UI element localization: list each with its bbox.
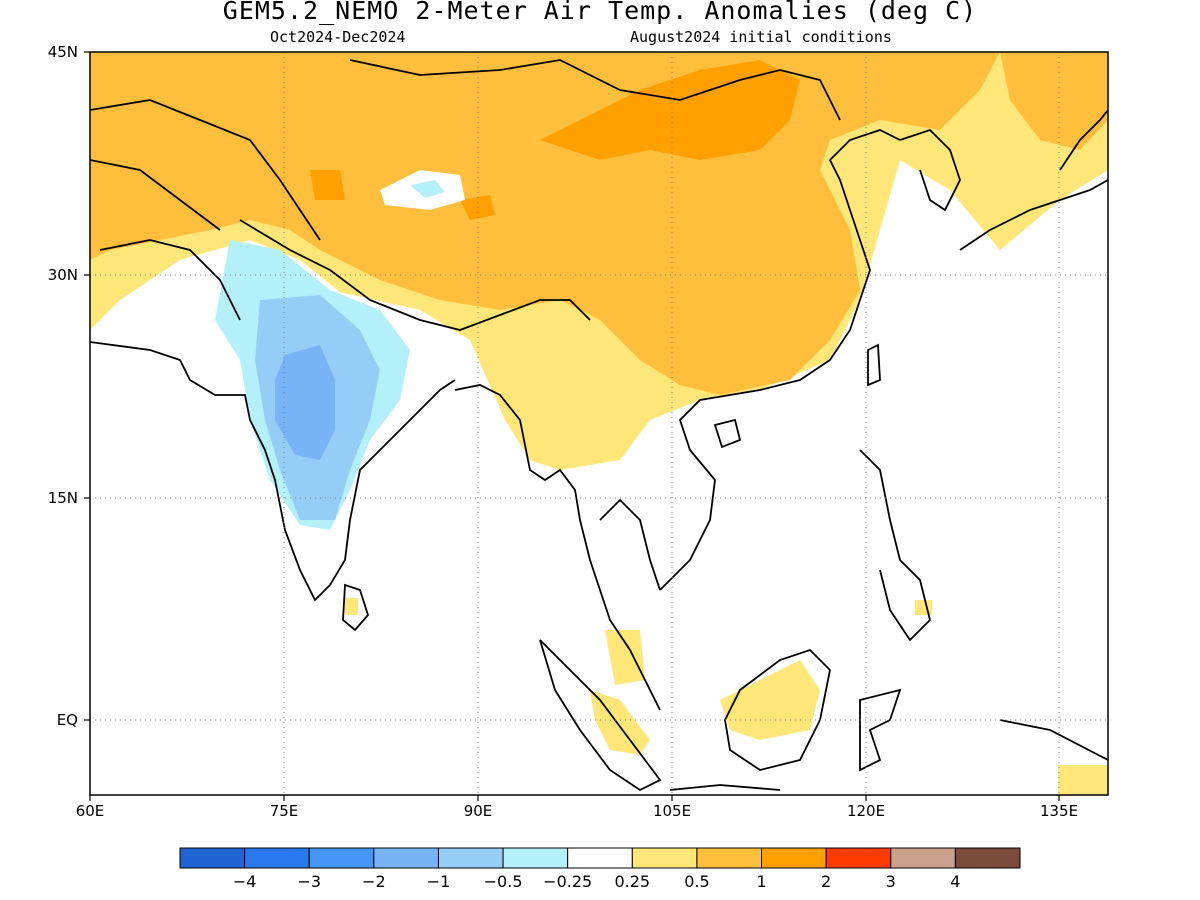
coastline-korea xyxy=(899,128,961,212)
coastline-srilanka xyxy=(342,583,370,632)
colorbar-swatch-11 xyxy=(890,847,956,869)
lon-tick-135e: 135E xyxy=(1039,802,1079,820)
colorbar-label-4: −0.5 xyxy=(484,872,523,891)
coastline-vietnam xyxy=(659,394,731,591)
colorbar-label-9: 2 xyxy=(821,872,831,891)
lat-tick-30n: 30N xyxy=(47,266,78,284)
coastline-borneo xyxy=(724,648,831,771)
plot-title: GEM5.2_NEMO 2-Meter Air Temp. Anomalies … xyxy=(222,0,978,25)
anomaly-region-srilanka xyxy=(345,598,358,615)
colorbar-swatch-12 xyxy=(954,847,1021,869)
lon-tick-105e: 105E xyxy=(652,802,692,820)
lon-tick-120e: 120E xyxy=(846,802,886,820)
colorbar-swatch-1 xyxy=(244,847,310,869)
anomaly-region-orange-japan xyxy=(1000,52,1108,150)
colorbar-swatch-8 xyxy=(696,847,763,869)
colorbar-label-3: −1 xyxy=(427,872,451,891)
subtitle-init: August2024 initial conditions xyxy=(630,28,892,46)
anomaly-region-vietnam xyxy=(615,390,645,425)
colorbar-label-5: −0.25 xyxy=(543,872,592,891)
colorbar-label-2: −2 xyxy=(362,872,386,891)
border-west xyxy=(90,159,221,231)
coastline-japan-north xyxy=(1059,109,1108,171)
colorbar-swatch-0 xyxy=(179,847,246,869)
lat-tick-45n: 45N xyxy=(47,43,78,61)
colorbar-label-1: −3 xyxy=(297,872,321,891)
anomaly-region-orange xyxy=(90,52,1000,395)
coastline-gulf-thailand xyxy=(599,498,661,591)
coastline-sumatra xyxy=(539,639,662,792)
border-himalaya xyxy=(239,219,591,331)
anomaly-region-dark-orange xyxy=(540,60,800,160)
lon-tick-75e: 75E xyxy=(269,802,299,820)
coastline-sulawesi xyxy=(859,688,902,772)
lat-tick-15n: 15N xyxy=(47,489,78,507)
colorbar-label-11: 4 xyxy=(950,872,960,891)
coastline-newguinea xyxy=(999,719,1108,761)
lat-tick-eq: EQ xyxy=(56,711,78,729)
colorbar-swatch-5 xyxy=(502,847,569,869)
subtitle-period: Oct2024-Dec2024 xyxy=(270,28,406,46)
coastline-indochina xyxy=(454,384,661,711)
coastline-india xyxy=(90,341,456,602)
anomaly-region-tibet-cyan xyxy=(410,180,445,198)
tick-marks xyxy=(84,51,1060,801)
coastlines xyxy=(90,59,1108,792)
colorbar-swatch-6 xyxy=(567,847,633,869)
anomaly-region-india-darkblue xyxy=(275,345,335,460)
coastline-china xyxy=(729,129,901,396)
anomaly-region-dark-orange-3 xyxy=(310,170,345,200)
colorbar-swatch-4 xyxy=(437,847,504,869)
anomaly-region-newguinea xyxy=(1058,765,1108,795)
border-mongolia xyxy=(349,59,841,121)
colorbar-swatch-7 xyxy=(631,847,698,869)
coastline-taiwan xyxy=(867,343,881,387)
colorbar-label-6: 0.25 xyxy=(614,872,650,891)
colorbar-swatch-3 xyxy=(373,847,439,869)
colorbar-label-7: 0.5 xyxy=(684,872,709,891)
lon-tick-90e: 90E xyxy=(463,802,493,820)
colorbar-label-10: 3 xyxy=(886,872,896,891)
coastline-japan xyxy=(959,179,1108,251)
coastline-hainan xyxy=(713,418,742,449)
colorbar-swatch-2 xyxy=(308,847,375,869)
colorbar-label-0: −4 xyxy=(233,872,257,891)
anomaly-region-light-yellow-2 xyxy=(500,300,620,470)
colorbar-swatch-9 xyxy=(761,847,827,869)
border-central-asia xyxy=(90,99,321,241)
coastline-java xyxy=(669,784,781,791)
anomaly-field xyxy=(90,52,1108,795)
colorbar-label-8: 1 xyxy=(756,872,766,891)
colorbar-swatch-10 xyxy=(825,847,892,869)
lon-tick-60e: 60E xyxy=(75,802,105,820)
anomaly-region-malaya xyxy=(605,630,645,685)
coastline-philippines xyxy=(859,449,931,642)
map-frame xyxy=(89,51,1109,796)
border-afghan xyxy=(99,239,241,321)
